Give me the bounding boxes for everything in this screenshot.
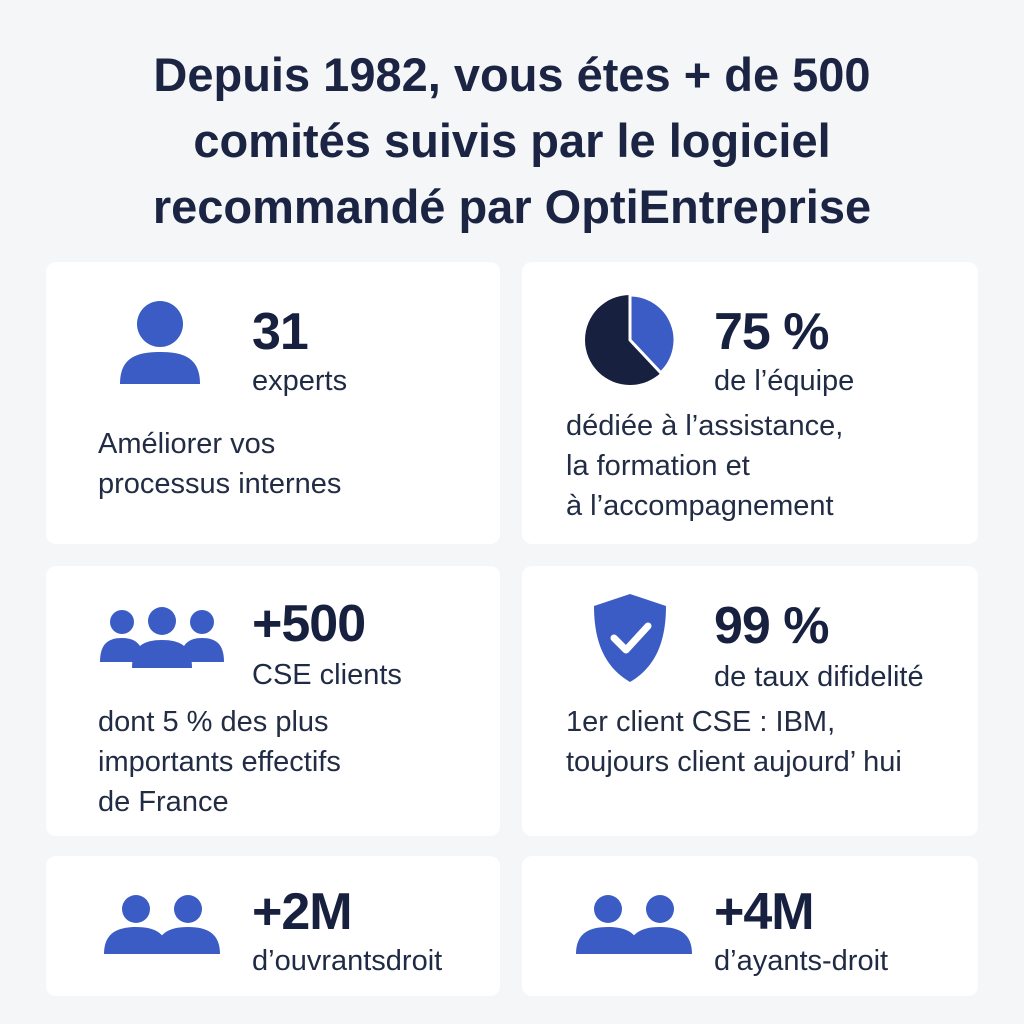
stat-value: 99 % [714, 597, 830, 655]
headline-line-3: recommandé par OptiEntreprise [152, 180, 872, 233]
stat-label: d’ouvrantsdroit [252, 945, 443, 977]
description-line: Améliorer vos [98, 428, 276, 460]
description-line: toujours client aujourd’ hui [566, 746, 902, 778]
stat-value: 75 % [714, 303, 830, 361]
stat-card-experts: 31 experts Améliorer vos processus inter… [46, 262, 500, 544]
stat-description: Améliorer vos processus internes [98, 424, 341, 504]
pie-chart-icon [584, 294, 676, 386]
stat-value: +500 [252, 595, 366, 653]
stat-value: +2M [252, 883, 353, 941]
description-line: dont 5 % des plus [98, 706, 329, 738]
stat-card-ayants-droit: +4M d’ayants-droit [522, 856, 978, 996]
shield-check-icon [590, 592, 670, 684]
stat-label: CSE clients [252, 659, 402, 691]
stat-card-team-share: 75 % de l’équipe dédiée à l’assistance, … [522, 262, 978, 544]
stat-card-clients: +500 CSE clients dont 5 % des plus impor… [46, 566, 500, 836]
group-icon [100, 606, 224, 670]
two-people-icon [104, 894, 220, 956]
stat-label: experts [252, 365, 348, 397]
stat-description: dont 5 % des plus importants effectifs d… [98, 702, 341, 822]
description-line: processus internes [98, 468, 342, 500]
two-people-icon [576, 894, 692, 956]
stat-card-ouvrants-droit: +2M d’ouvrantsdroit [46, 856, 500, 996]
headline-line-1: Depuis 1982, vous étes + de 500 [153, 48, 871, 101]
stat-description: dédiée à l’assistance, la formation et à… [566, 406, 843, 526]
headline-line-2: comités suivis par le logiciel [193, 114, 831, 167]
person-icon [118, 300, 202, 386]
description-line: à l’accompagnement [566, 490, 834, 522]
stat-value: 31 [252, 303, 309, 361]
stat-description: 1er client CSE : IBM, toujours client au… [566, 702, 902, 782]
description-line: importants effectifs [98, 746, 341, 778]
page-headline: Depuis 1982, vous étes + de 500 comités … [40, 42, 984, 240]
stat-label: de taux difidelité [714, 661, 924, 693]
stat-card-loyalty: 99 % de taux difidelité 1er client CSE :… [522, 566, 978, 836]
stat-label: d’ayants-droit [714, 945, 889, 977]
description-line: la formation et [566, 450, 750, 482]
description-line: dédiée à l’assistance, [566, 410, 844, 442]
stat-label: de l’équipe [714, 365, 855, 397]
stat-value: +4M [714, 883, 815, 941]
description-line: 1er client CSE : IBM, [566, 706, 836, 738]
description-line: de France [98, 786, 229, 818]
